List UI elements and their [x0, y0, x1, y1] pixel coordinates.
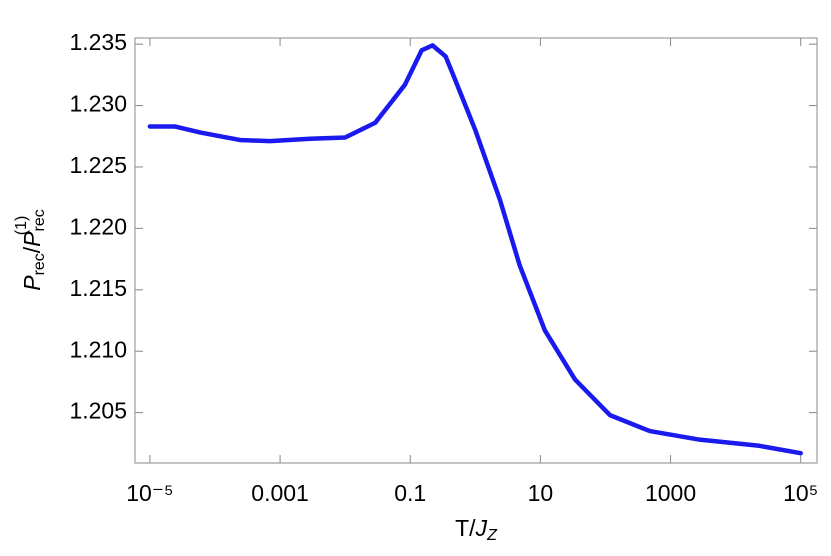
x-label-part: J [475, 515, 488, 541]
x-tick-label: 10⁻⁵ [126, 480, 173, 506]
y-tick-label: 1.220 [69, 213, 127, 239]
y-tick-label: 1.210 [69, 336, 127, 362]
x-tick-label: 0.001 [251, 480, 309, 506]
x-tick-label: 1000 [645, 480, 696, 506]
y-label-part: rec [31, 253, 48, 275]
x-axis-label: T/JZ [455, 515, 498, 544]
y-tick-label: 1.235 [69, 29, 127, 55]
y-label-part: P [19, 231, 45, 247]
y-tick-label: 1.225 [69, 152, 127, 178]
y-label-part: / [19, 246, 45, 253]
x-label-part: Z [486, 527, 498, 544]
x-tick-label: 10 [528, 480, 554, 506]
y-tick-label: 1.205 [69, 398, 127, 424]
y-tick-label: 1.215 [69, 275, 127, 301]
data-line [147, 43, 803, 456]
x-label-part: T/ [455, 515, 476, 541]
x-tick-label: 10⁵ [783, 480, 818, 506]
y-tick-label: 1.230 [69, 91, 127, 117]
x-tick-label: 0.1 [394, 480, 426, 506]
plot-frame [134, 37, 818, 464]
y-axis-label: Prec/Prec(1) [13, 209, 48, 291]
y-label-part: rec [31, 209, 48, 231]
y-label-part: (1) [13, 216, 30, 236]
y-label-part: P [19, 275, 45, 291]
